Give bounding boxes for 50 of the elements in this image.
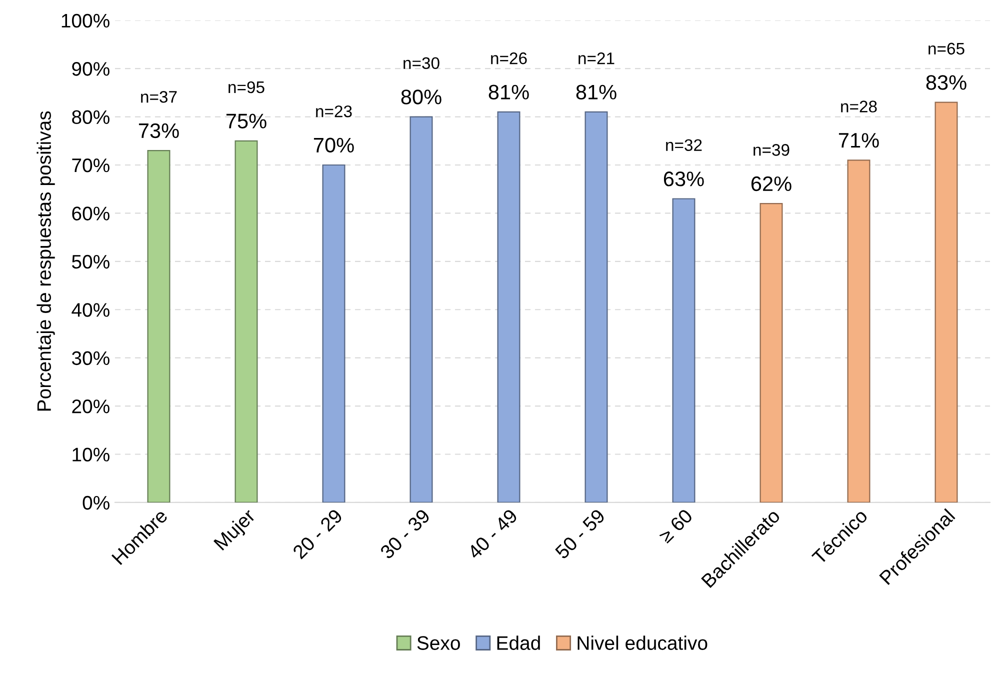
y-tick-label: 100% <box>62 14 110 28</box>
y-tick-label: 60% <box>72 206 110 220</box>
annotation: n=32 <box>666 139 702 152</box>
data-label: 83% <box>926 75 966 90</box>
bar <box>760 203 783 502</box>
y-tick-label: 90% <box>72 62 110 76</box>
y-axis-title: Porcentaje de respuestas positivas <box>36 111 55 411</box>
x-tick-label: 30 - 39 <box>379 508 431 560</box>
annotation: n=26 <box>491 52 527 64</box>
data-label: 71% <box>838 133 879 148</box>
bar <box>322 164 346 502</box>
y-tick-label: 0% <box>82 496 110 510</box>
bar <box>934 102 958 502</box>
data-label: 81% <box>576 84 616 100</box>
y-tick-label: 10% <box>72 448 110 462</box>
annotation: n=37 <box>141 90 177 103</box>
data-label: 62% <box>751 176 792 192</box>
annotation: n=30 <box>404 57 440 70</box>
bar <box>410 116 433 502</box>
data-label: 70% <box>314 138 354 153</box>
data-label: 81% <box>488 84 529 100</box>
annotation: n=65 <box>928 42 964 55</box>
bar <box>584 111 608 502</box>
bar <box>672 198 696 502</box>
data-label: 63% <box>664 172 704 186</box>
data-label: 75% <box>226 114 266 128</box>
bar <box>234 140 258 502</box>
annotation: n=39 <box>754 144 790 156</box>
y-tick-label: 70% <box>72 158 110 172</box>
legend-label: Edad <box>497 636 540 650</box>
x-tick-label: 40 - 49 <box>466 508 518 560</box>
y-tick-label: 50% <box>72 254 110 269</box>
y-tick-label: 20% <box>72 400 110 414</box>
y-tick-label: 40% <box>72 303 110 317</box>
legend-label: Sexo <box>417 636 460 650</box>
bar <box>147 150 170 502</box>
bar <box>497 111 520 502</box>
y-tick-label: 30% <box>72 351 110 366</box>
annotation: n=21 <box>578 52 614 64</box>
annotation: n=28 <box>841 100 877 112</box>
legend-label: Nivel educativo <box>578 636 708 650</box>
x-tick-label: 20 - 29 <box>292 508 344 560</box>
data-label: 80% <box>401 90 442 104</box>
annotation: n=23 <box>316 105 352 118</box>
bar <box>847 160 870 502</box>
x-tick-label: ≥ 60 <box>658 508 694 544</box>
annotation: n=95 <box>228 81 264 94</box>
x-tick-label: 50 - 59 <box>554 508 606 560</box>
y-tick-label: 80% <box>72 110 110 124</box>
data-label: 73% <box>138 123 179 138</box>
